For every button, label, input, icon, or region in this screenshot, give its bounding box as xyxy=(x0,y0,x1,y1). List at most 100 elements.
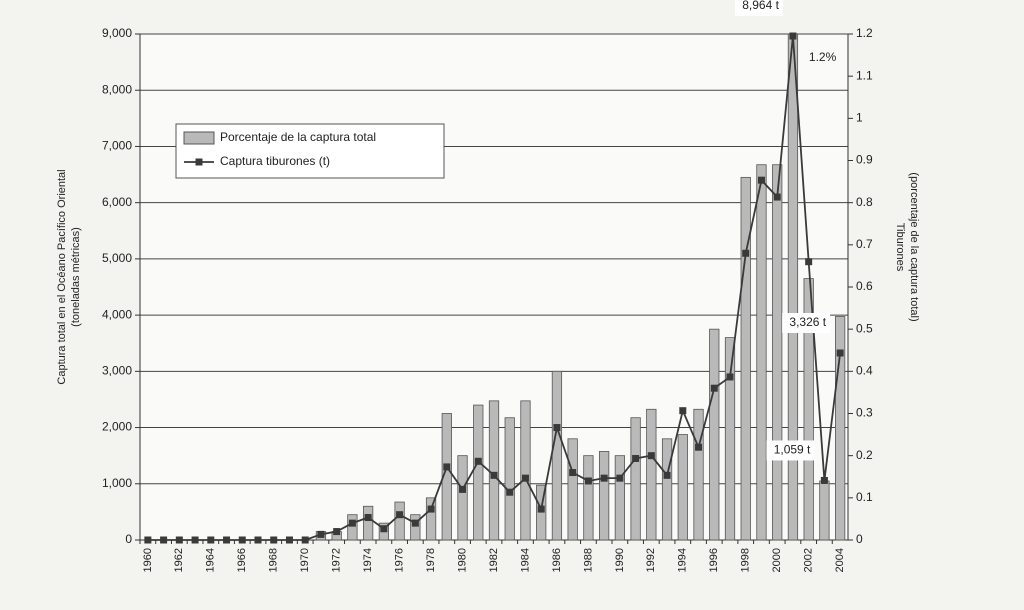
bar xyxy=(536,484,547,541)
y-tick-label: 9,000 xyxy=(102,26,132,40)
y2-axis-title: (porcentaje de la captura total) xyxy=(908,172,920,321)
y2-tick-label: 0.9 xyxy=(856,153,873,167)
y-tick-label: 6,000 xyxy=(102,195,132,209)
line-marker xyxy=(207,536,215,544)
line-value-label: 1,059 t xyxy=(766,440,815,461)
bar xyxy=(819,480,830,541)
line-marker xyxy=(474,457,482,465)
line-marker xyxy=(459,485,467,493)
line-value-label-text: 1,059 t xyxy=(774,443,811,457)
x-tick-label: 1990 xyxy=(614,548,626,572)
y2-tick-label: 1.1 xyxy=(856,68,873,82)
line-marker xyxy=(710,384,718,392)
y2-tick-label: 0.4 xyxy=(856,364,873,378)
bar xyxy=(661,438,673,541)
line-value-label: 3,326 t xyxy=(782,313,831,334)
bar xyxy=(787,33,799,541)
x-tick-label: 2004 xyxy=(834,548,846,572)
line-marker xyxy=(223,536,231,544)
line-marker xyxy=(569,469,577,477)
line-marker xyxy=(317,530,325,538)
y2-tick-label: 0.1 xyxy=(856,490,873,504)
y-tick-label: 1,000 xyxy=(102,476,132,490)
y2-tick-label: 0 xyxy=(856,532,863,546)
y2-tick-label: 0.5 xyxy=(856,321,873,335)
y-tick-label: 4,000 xyxy=(102,307,132,321)
line-marker xyxy=(521,474,529,482)
bar xyxy=(425,497,437,541)
y-axis-title: (toneladas métricas) xyxy=(70,227,82,327)
bar xyxy=(756,164,767,541)
legend-label: Porcentaje de la captura total xyxy=(220,130,376,144)
bar-value-label: 1.2% xyxy=(809,50,837,64)
line-marker xyxy=(600,474,608,482)
line-marker xyxy=(820,476,828,484)
x-tick-label: 1996 xyxy=(708,548,720,572)
bar xyxy=(803,278,814,541)
line-marker xyxy=(427,505,435,513)
x-tick-label: 2002 xyxy=(803,548,815,572)
bar xyxy=(473,404,484,541)
line-marker xyxy=(144,536,152,544)
line-marker xyxy=(742,249,750,257)
x-tick-label: 1972 xyxy=(331,548,343,572)
y2-tick-label: 0.6 xyxy=(856,279,873,293)
legend-box xyxy=(175,123,445,179)
x-tick-label: 1966 xyxy=(236,548,248,572)
line-marker xyxy=(490,471,498,479)
bar xyxy=(441,413,452,541)
line-marker xyxy=(647,452,655,460)
bar xyxy=(410,514,421,541)
bar xyxy=(488,400,500,541)
bar xyxy=(363,505,374,541)
line-marker xyxy=(616,474,624,482)
y2-tick-label: 0.7 xyxy=(856,237,873,251)
line-value-label-text: 3,326 t xyxy=(789,315,826,329)
bar xyxy=(614,455,625,541)
bar xyxy=(835,316,846,541)
line-marker xyxy=(695,443,703,451)
line-value-label: 8,964 t xyxy=(734,0,783,17)
line-marker xyxy=(175,536,183,544)
y-tick-label: 8,000 xyxy=(102,82,132,96)
y2-tick-label: 0.3 xyxy=(856,406,873,420)
y-tick-label: 7,000 xyxy=(102,139,132,153)
x-tick-label: 1976 xyxy=(394,548,406,572)
label-box xyxy=(734,0,783,17)
bar xyxy=(394,501,405,541)
y-tick-label: 2,000 xyxy=(102,420,132,434)
x-tick-label: 1960 xyxy=(142,548,154,572)
line-marker xyxy=(254,536,262,544)
bar xyxy=(677,434,688,541)
bar xyxy=(583,455,594,541)
line-marker xyxy=(333,528,341,536)
x-tick-label: 1962 xyxy=(173,548,185,572)
line-marker xyxy=(301,536,309,544)
label-box xyxy=(766,440,815,461)
x-tick-label: 1980 xyxy=(456,548,468,572)
line-marker xyxy=(285,536,293,544)
x-tick-label: 1978 xyxy=(425,548,437,572)
line-marker xyxy=(773,193,781,201)
x-tick-label: 1988 xyxy=(582,548,594,572)
label-box xyxy=(782,313,831,334)
line-marker xyxy=(663,471,671,479)
bar xyxy=(457,455,468,541)
x-tick-label: 1974 xyxy=(362,548,374,572)
line-marker xyxy=(506,488,514,496)
x-tick-label: 1986 xyxy=(551,548,563,572)
legend-label: Captura tiburones (t) xyxy=(220,154,330,168)
bar xyxy=(520,400,531,541)
x-tick-label: 1998 xyxy=(740,548,752,572)
line-marker xyxy=(380,525,388,533)
y-axis-title: Captura total en el Océano Pacífico Orie… xyxy=(56,169,68,384)
line-marker xyxy=(789,32,797,40)
line-marker xyxy=(757,176,765,184)
x-tick-label: 1964 xyxy=(205,548,217,572)
line-marker xyxy=(805,258,813,266)
line-marker xyxy=(553,424,561,432)
y2-tick-label: 0.2 xyxy=(856,448,873,462)
line-marker xyxy=(632,454,640,462)
bar xyxy=(724,337,736,541)
